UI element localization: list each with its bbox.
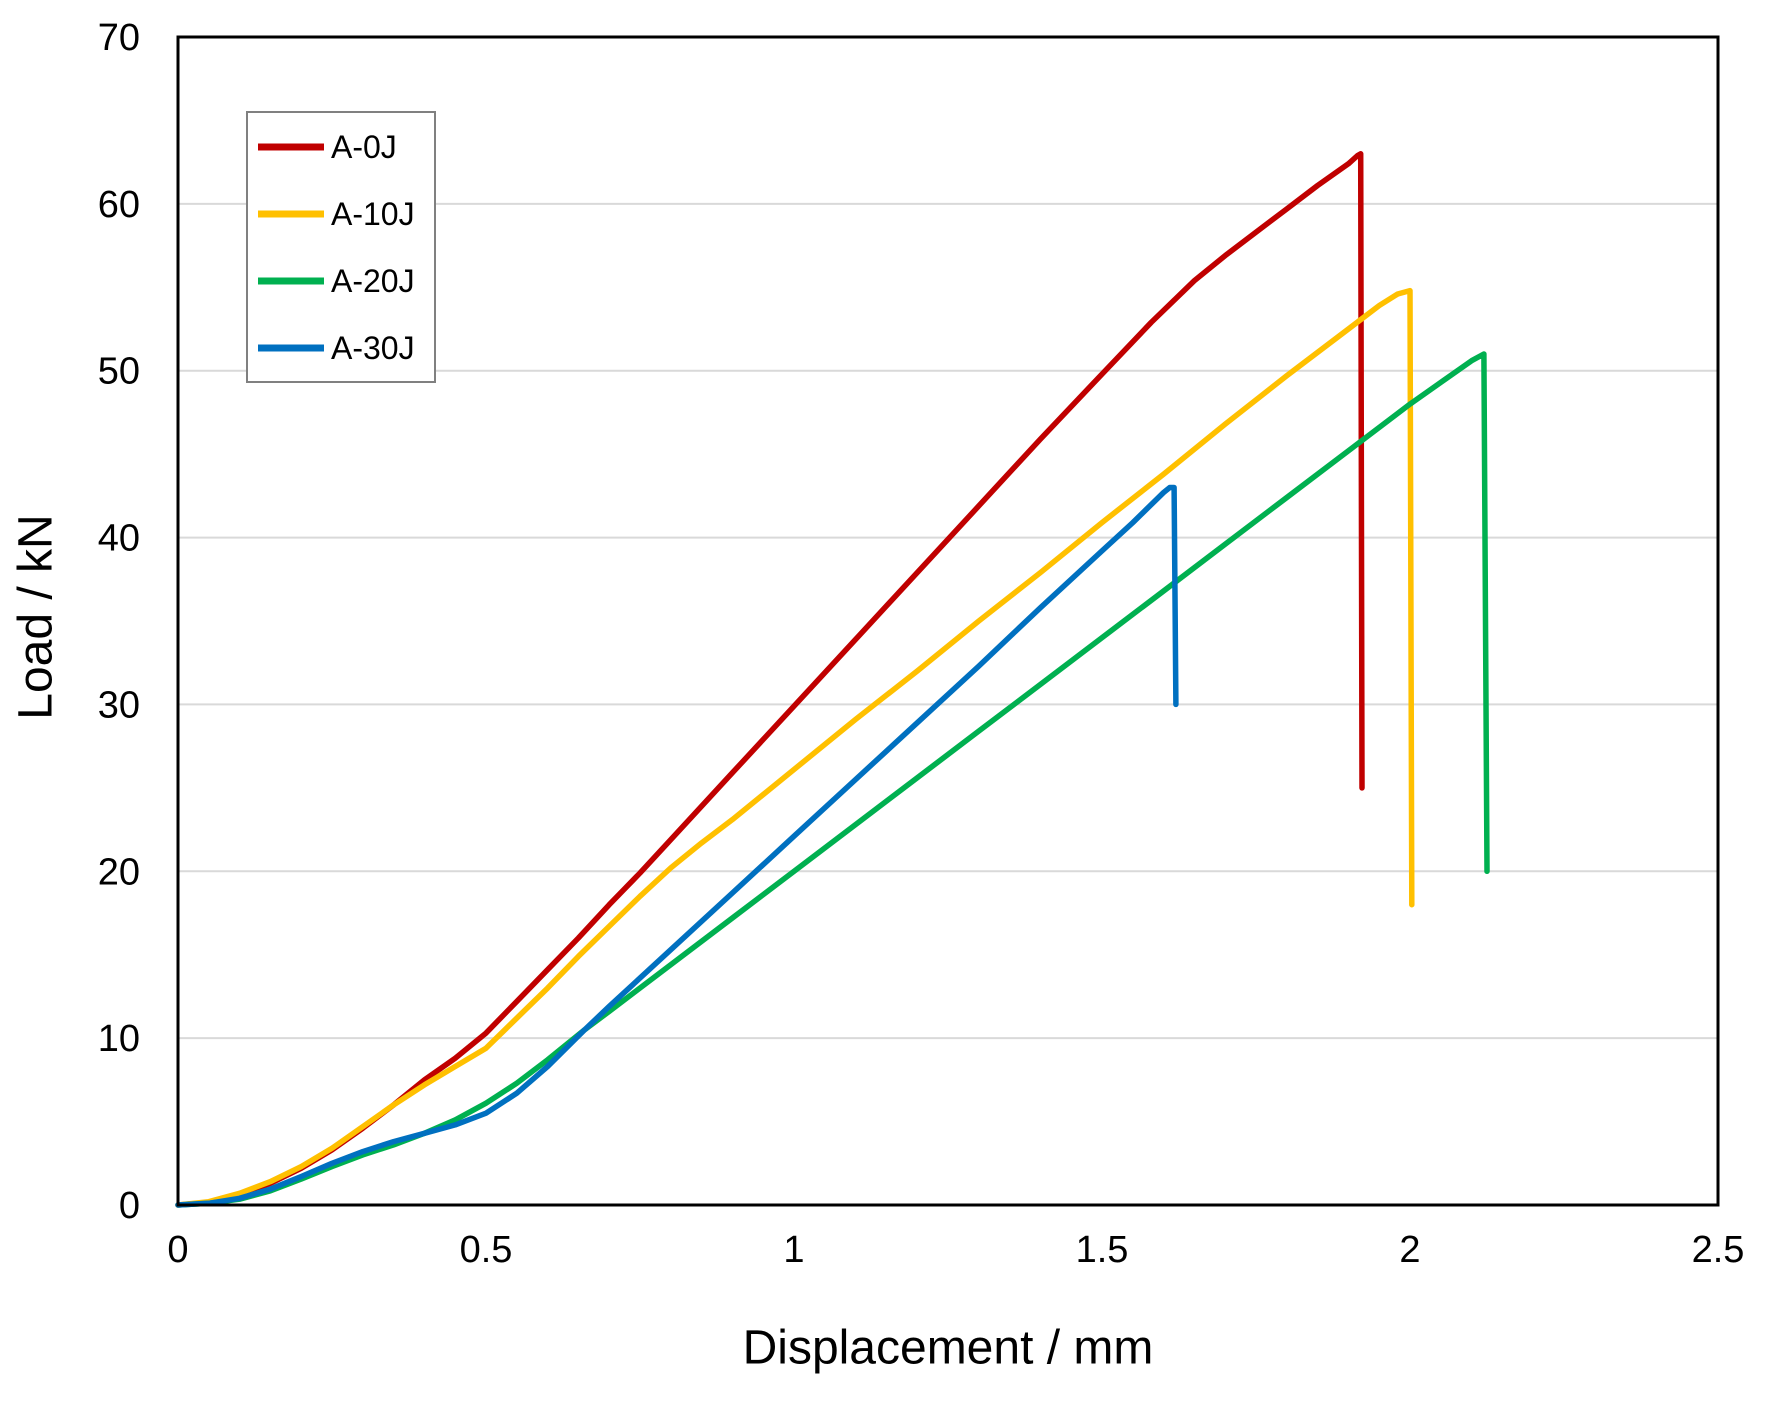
y-tick-label-40: 40 — [98, 518, 140, 560]
x-tick-label-1: 1 — [783, 1229, 804, 1271]
y-tick-label-0: 0 — [119, 1185, 140, 1227]
series-line-A-10J — [175, 287, 1415, 1208]
y-tick-label-20: 20 — [98, 851, 140, 893]
legend-label-A-30J: A-30J — [331, 330, 415, 366]
legend-label-A-20J: A-20J — [331, 263, 415, 299]
y-tick-label-70: 70 — [98, 17, 140, 59]
legend-label-A-10J: A-10J — [331, 196, 415, 232]
series-line-A-20J — [175, 351, 1490, 1208]
x-tick-label-1.5: 1.5 — [1076, 1229, 1129, 1271]
x-axis-title: Displacement / mm — [742, 1321, 1154, 1375]
series-line-A-30J — [175, 484, 1179, 1208]
plot-border — [176, 35, 1720, 1207]
legend-label-A-0J: A-0J — [331, 129, 397, 165]
y-tick-label-60: 60 — [98, 184, 140, 226]
y-tick-label-30: 30 — [98, 684, 140, 726]
x-tick-label-2: 2 — [1399, 1229, 1420, 1271]
y-tick-label-50: 50 — [98, 351, 140, 393]
legend-box — [246, 111, 436, 383]
y-tick-label-10: 10 — [98, 1018, 140, 1060]
x-tick-label-0.5: 0.5 — [460, 1229, 513, 1271]
y-axis-title: Load / kN — [9, 514, 63, 720]
x-tick-label-0: 0 — [167, 1229, 188, 1271]
x-tick-label-2.5: 2.5 — [1692, 1229, 1745, 1271]
